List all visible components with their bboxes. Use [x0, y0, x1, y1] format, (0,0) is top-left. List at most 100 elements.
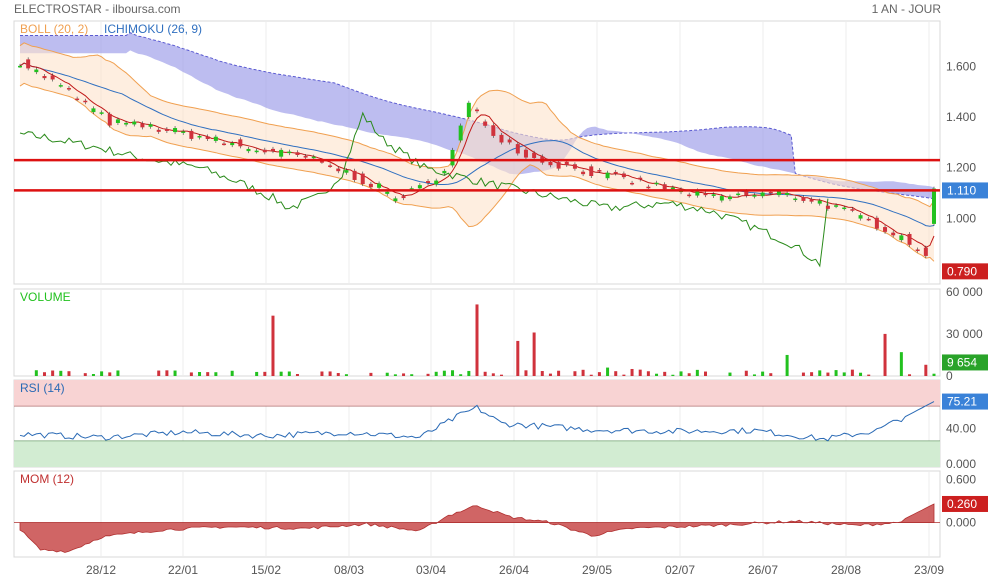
volume-bar: [646, 371, 650, 376]
candle: [295, 152, 300, 156]
candle: [262, 149, 267, 153]
volume-bar: [157, 370, 161, 376]
x-axis-date-label: 08/03: [334, 563, 364, 577]
volume-bar: [67, 371, 71, 376]
candle: [18, 65, 22, 68]
volume-bar: [671, 374, 675, 376]
candle: [140, 123, 145, 128]
rsi-tick-label: 0.000: [946, 457, 976, 471]
momentum-tick-label: 0.000: [946, 516, 976, 530]
candle: [336, 168, 341, 172]
volume-bar: [801, 372, 805, 376]
volume-bar: [548, 373, 552, 376]
volume-bar: [540, 371, 544, 376]
candle: [532, 152, 537, 158]
volume-bar: [826, 372, 830, 376]
x-axis-date-label: 26/07: [748, 563, 778, 577]
x-axis-date-label: 28/12: [86, 563, 116, 577]
candle: [883, 227, 888, 232]
volume-bar: [687, 373, 691, 376]
candle: [450, 149, 455, 166]
volume-bar: [459, 374, 463, 376]
candle: [475, 109, 479, 112]
volume-bar: [173, 370, 177, 376]
candle: [613, 171, 618, 174]
volume-bar: [679, 371, 683, 376]
candle: [703, 193, 708, 196]
volume-bar: [59, 370, 63, 376]
volume-bar: [744, 370, 748, 376]
candle: [124, 122, 129, 125]
volume-bar: [108, 372, 112, 376]
candle: [899, 235, 904, 241]
volume-bar: [426, 373, 430, 376]
volume-value: 9 654: [947, 355, 977, 369]
candle: [230, 142, 235, 146]
volume-bar: [165, 370, 169, 376]
candle: [222, 143, 227, 146]
volume-bar: [818, 370, 822, 376]
x-axis-date-label: 29/05: [582, 563, 612, 577]
momentum-value-tag: [942, 495, 988, 512]
candle: [768, 191, 773, 194]
volume-bar: [532, 332, 536, 376]
volume-bar: [630, 368, 634, 376]
bollinger-band: [20, 42, 934, 262]
volume-bar: [402, 373, 406, 376]
volume-bar: [516, 340, 520, 376]
candle: [434, 180, 439, 185]
candle: [205, 136, 210, 140]
candle: [572, 164, 577, 169]
volume-bar: [100, 371, 104, 376]
candle: [515, 144, 520, 154]
candle: [75, 98, 80, 101]
candle: [107, 113, 112, 126]
volume-bar: [638, 369, 642, 376]
candle: [393, 198, 398, 202]
ichimoku-label: ICHIMOKU (26, 9): [104, 22, 202, 36]
volume-bar: [475, 304, 479, 376]
volume-bar: [410, 374, 414, 376]
chart-title: ELECTROSTAR - ilboursa.com: [14, 2, 181, 16]
momentum-tick-label: 0.600: [946, 473, 976, 487]
candle: [197, 136, 202, 138]
volume-bar: [42, 372, 46, 376]
candle: [442, 170, 447, 174]
rsi-tick-label: 40.00: [946, 422, 976, 436]
volume-bar: [51, 370, 55, 376]
volume-bar: [606, 367, 610, 376]
volume-bar: [279, 371, 283, 376]
volume-bar: [91, 374, 95, 376]
volume-bar: [557, 370, 561, 376]
candle: [417, 185, 422, 189]
x-axis-date-label: 28/08: [831, 563, 861, 577]
candle: [736, 193, 741, 196]
rsi-label: RSI (14): [20, 381, 65, 395]
volume-tick-label: 30 000: [946, 327, 983, 341]
candle: [50, 75, 55, 80]
volume-bar: [467, 370, 471, 376]
candle: [91, 108, 96, 113]
candle: [148, 124, 153, 127]
volume-bar: [451, 370, 455, 376]
momentum-value: 0.260: [947, 497, 977, 511]
volume-bar: [899, 352, 903, 376]
volume-bar: [924, 364, 928, 376]
volume-bar: [189, 372, 193, 376]
volume-bar: [295, 374, 299, 376]
volume-bar: [255, 371, 259, 376]
candle: [654, 182, 659, 185]
candle: [458, 125, 463, 141]
candle: [189, 130, 194, 139]
period-label: 1 AN - JOUR: [871, 2, 941, 16]
volume-bar: [573, 371, 577, 376]
candle: [42, 76, 47, 79]
candle: [360, 173, 365, 185]
candle: [793, 198, 798, 201]
volume-bar: [810, 372, 814, 376]
candle: [548, 162, 553, 166]
volume-bar: [932, 373, 936, 376]
volume-bar: [271, 315, 275, 376]
momentum-label: MOM (12): [20, 472, 74, 486]
